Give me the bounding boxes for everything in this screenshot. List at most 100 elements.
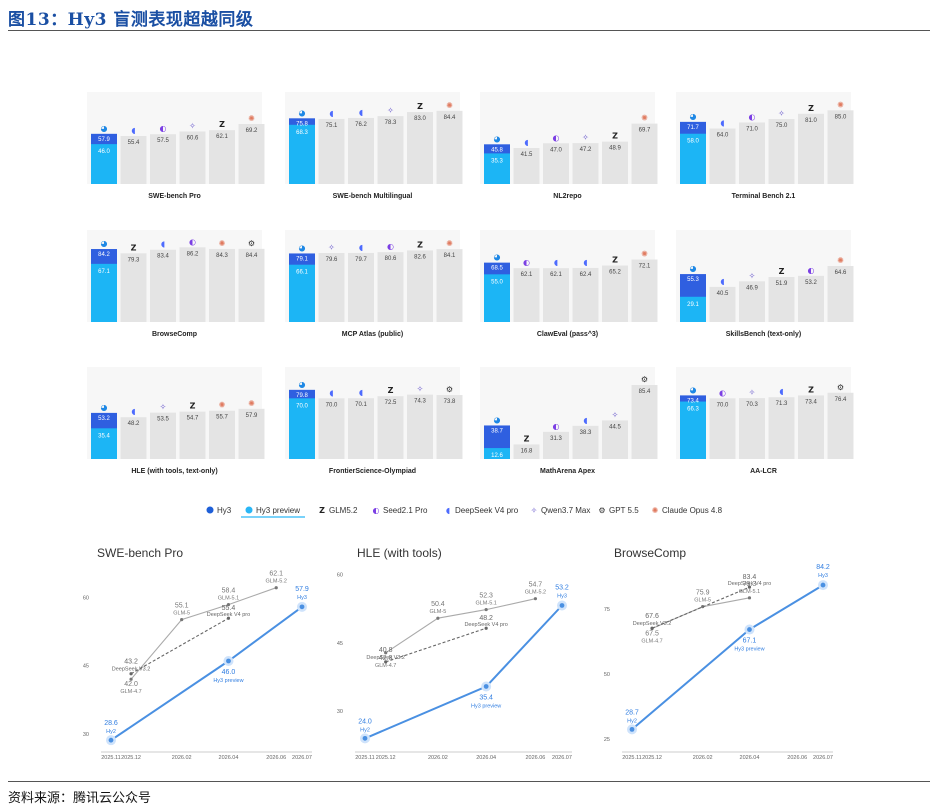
point-model-label: DeepSeek V3.2 <box>366 655 405 661</box>
competitor-value-label: 62.1 <box>550 272 562 278</box>
deepseek-icon: ◖ <box>359 388 363 397</box>
seed-icon: ◐ <box>373 506 380 515</box>
data-point <box>559 603 565 608</box>
hy3-preview-value-label: 68.3 <box>296 130 308 136</box>
qwen-icon: ✧ <box>387 106 394 115</box>
bar-panel: 53.2 35.4 ◕ 48.2 ◖ 53.5 ✧ 54.7 Z 55.7 ✺ 57.9 ✺ HLE (w… <box>87 367 265 475</box>
series-line-deepseek <box>130 617 229 675</box>
competitor-value-label: 70.3 <box>746 402 758 408</box>
deepseek-icon: ◖ <box>161 240 165 249</box>
series-line-hy3 <box>110 606 303 742</box>
competitor-value-label: 73.4 <box>805 399 817 405</box>
competitor-bar <box>318 253 345 322</box>
claude-icon: ✺ <box>446 239 453 248</box>
data-point <box>129 672 133 676</box>
legend-label: Claude Opus 4.8 <box>662 506 723 515</box>
series-line-glm <box>130 587 277 680</box>
competitor-bar <box>768 397 795 459</box>
point-value-label: 79.3 <box>743 581 757 588</box>
competitor-value-label: 31.3 <box>550 436 562 442</box>
gpt-icon: ⚙ <box>598 506 605 515</box>
y-tick-label: 30 <box>83 732 89 738</box>
legend: Hy3 Hy3 preview Z GLM5.2 ◐ Seed2.1 Pro ◖ DeepSe… <box>206 506 723 518</box>
competitor-value-label: 79.3 <box>128 257 140 263</box>
competitor-value-label: 72.1 <box>639 264 651 270</box>
point-model-label: Hy3 <box>297 595 307 601</box>
point-value-label: 75.9 <box>696 590 710 597</box>
y-tick-label: 45 <box>83 664 89 670</box>
competitor-bar <box>209 410 235 459</box>
x-tick-label: 2026.06 <box>266 755 286 761</box>
bar-panel: 38.7 12.6 ◕ 16.8 Z 31.3 ◐ 38.3 ◖ 44.5 ✧ 85.4 ⚙ MathAr… <box>480 367 658 475</box>
y-tick-label: 60 <box>83 595 89 601</box>
claude-icon: ✺ <box>837 256 844 265</box>
bar-panel: 84.2 67.1 ◕ 79.3 Z 83.4 ◖ 86.2 ◐ 84.3 ✺ 84.4 ⚙ Browse… <box>87 230 265 338</box>
series-line-deepseek <box>651 586 750 629</box>
hy3-value-label: 38.7 <box>491 428 503 434</box>
competitor-bar <box>709 128 736 184</box>
glm-icon: Z <box>219 120 225 129</box>
claude-icon: ✺ <box>641 250 648 259</box>
competitor-value-label: 69.7 <box>639 128 651 134</box>
deepseek-icon: ◖ <box>524 138 528 147</box>
point-value-label: 42.0 <box>124 681 138 688</box>
point-value-label: 67.6 <box>645 613 659 620</box>
competitor-value-label: 55.7 <box>216 415 228 421</box>
deepseek-icon: ◖ <box>446 506 450 515</box>
seed-icon: ◐ <box>553 133 560 142</box>
competitor-value-label: 48.2 <box>128 421 140 427</box>
competitor-value-label: 70.0 <box>717 402 729 408</box>
point-model-label: GLM-5.2 <box>525 590 546 596</box>
claude-icon: ✺ <box>219 401 226 410</box>
legend-label: Hy3 <box>217 506 232 515</box>
point-value-label: 43.2 <box>124 659 138 666</box>
point-model-label: GLM-5.1 <box>739 589 760 595</box>
competitor-value-label: 85.0 <box>835 114 847 120</box>
deepseek-icon: ◖ <box>329 388 333 397</box>
source-rule <box>8 781 930 782</box>
competitor-value-label: 53.5 <box>157 417 169 423</box>
page-title: 图13：Hy3 盲测表现超越同级 <box>8 10 254 30</box>
data-point <box>108 737 114 743</box>
claude-icon: ✺ <box>248 114 255 123</box>
qwen-icon: ✧ <box>749 388 756 397</box>
panel-title: MathArena Apex <box>540 468 595 475</box>
hy3-icon: ◕ <box>101 403 108 412</box>
hy3-preview-bar <box>91 263 117 322</box>
point-value-label: 58.4 <box>222 588 236 595</box>
seed-icon: ◐ <box>553 422 560 431</box>
competitor-value-label: 81.0 <box>805 118 817 124</box>
hy3-preview-value-label: 58.0 <box>687 139 699 145</box>
claude-icon: ✺ <box>837 100 844 109</box>
deepseek-icon: ◖ <box>131 407 135 416</box>
competitor-value-label: 73.8 <box>444 399 456 405</box>
hy3-preview-bar <box>680 401 706 459</box>
competitor-bar <box>436 249 463 322</box>
competitor-bar <box>709 286 736 322</box>
x-tick-label: 2025.11 <box>622 755 641 761</box>
panel-title: AA-LCR <box>750 468 777 475</box>
qwen-icon: ✧ <box>749 271 756 280</box>
competitor-value-label: 55.4 <box>128 140 140 146</box>
competitor-value-label: 47.0 <box>550 147 562 153</box>
competitor-bar <box>709 398 736 459</box>
line-chart-title: HLE (with tools) <box>357 546 442 560</box>
point-value-label: 28.6 <box>104 720 118 727</box>
point-model-label: DeepSeek V4 pro <box>207 612 250 618</box>
data-point <box>362 735 368 741</box>
hy3-preview-bar <box>484 448 510 459</box>
competitor-value-label: 74.3 <box>414 399 426 405</box>
deepseek-icon: ◖ <box>583 416 587 425</box>
data-point <box>226 602 231 607</box>
y-tick-label: 75 <box>604 607 610 613</box>
competitor-value-label: 83.4 <box>157 254 169 260</box>
hy3-preview-bar <box>289 264 315 322</box>
competitor-value-label: 72.5 <box>385 400 397 406</box>
hy3-icon: ◕ <box>299 380 306 389</box>
glm-icon: Z <box>388 386 394 395</box>
deepseek-icon: ◖ <box>131 126 135 135</box>
competitor-bar <box>798 395 824 459</box>
claude-icon: ✺ <box>652 506 659 515</box>
data-point <box>484 607 488 612</box>
point-value-label: 83.4 <box>743 574 757 581</box>
